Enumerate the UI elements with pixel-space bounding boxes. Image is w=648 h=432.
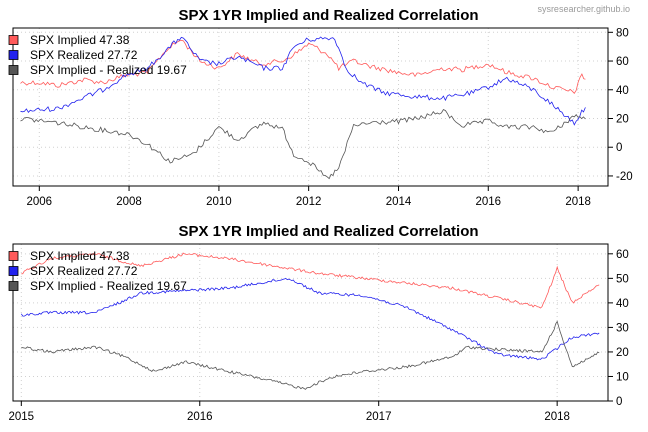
series-line-2: [20, 36, 586, 126]
legend-label-2: SPX Realized 27.72: [30, 264, 138, 278]
chart-panel-1: SPX 1YR Implied and Realized Correlation…: [8, 7, 633, 208]
legend-swatch-2: [8, 266, 19, 276]
legend-label-1: SPX Implied 47.38: [30, 249, 130, 263]
y-tick-label: 40: [616, 298, 629, 310]
chart-panel-2: SPX 1YR Implied and Realized Correlation…: [9, 223, 629, 423]
legend-label-1: SPX Implied 47.38: [30, 33, 130, 47]
legend-swatch-3: [8, 65, 19, 75]
plot-frame: [12, 27, 609, 187]
chart-title: SPX 1YR Implied and Realized Correlation: [178, 7, 478, 24]
series-line-1: [20, 39, 586, 94]
y-tick-label: 40: [616, 85, 629, 97]
y-tick-label: -20: [616, 171, 633, 183]
x-tick-label: 2014: [386, 196, 412, 208]
y-tick-label: 20: [616, 347, 629, 359]
series-line-2: [20, 277, 600, 361]
y-tick-label: 80: [616, 27, 629, 39]
legend-label-2: SPX Realized 27.72: [30, 48, 138, 62]
x-tick-label: 2010: [206, 196, 232, 208]
x-tick-label: 2016: [475, 196, 501, 208]
x-tick-label: 2018: [544, 411, 570, 423]
watermark-text: sysresearcher.github.io: [537, 4, 630, 14]
chart-title: SPX 1YR Implied and Realized Correlation: [178, 223, 478, 240]
y-tick-label: 0: [616, 396, 622, 408]
legend-swatch-1: [8, 35, 19, 45]
x-tick-label: 2017: [366, 411, 392, 423]
legend-swatch-1: [8, 251, 19, 261]
legend-swatch-3: [8, 281, 19, 291]
y-tick-label: 50: [616, 273, 629, 285]
legend-swatch-2: [8, 50, 19, 60]
x-tick-label: 2008: [116, 196, 142, 208]
legend-label-3: SPX Implied - Realized 19.67: [30, 63, 187, 77]
series-line-3: [21, 320, 600, 390]
x-tick-label: 2016: [187, 411, 213, 423]
legend-label-3: SPX Implied - Realized 19.67: [30, 279, 187, 293]
y-tick-label: 10: [616, 371, 629, 383]
x-tick-label: 2015: [9, 411, 35, 423]
series-line-1: [21, 252, 600, 309]
y-tick-label: 60: [616, 56, 629, 68]
y-tick-label: 30: [616, 322, 629, 334]
y-tick-label: 20: [616, 113, 629, 125]
chart-panels: SPX 1YR Implied and Realized Correlation…: [9, 7, 633, 423]
plot-frame: [12, 243, 609, 402]
x-tick-label: 2006: [27, 196, 53, 208]
series-line-3: [20, 108, 586, 180]
y-tick-label: 0: [616, 142, 622, 154]
x-tick-label: 2012: [296, 196, 322, 208]
x-tick-label: 2018: [565, 196, 591, 208]
y-tick-label: 60: [616, 249, 629, 261]
